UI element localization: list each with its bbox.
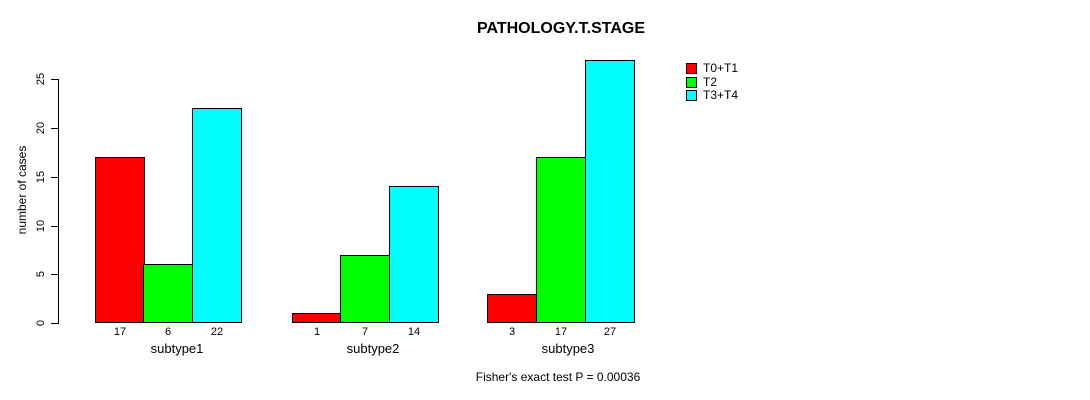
bar-t3-t4-subtype2 [389, 186, 439, 323]
legend: T0+T1 T2 T3+T4 [686, 62, 738, 103]
legend-item-t3-t4: T3+T4 [686, 89, 738, 103]
y-tick-label: 0 [35, 319, 47, 327]
bar-value-label: 27 [603, 326, 617, 338]
stat-annotation: Fisher's exact test P = 0.00036 [475, 370, 641, 384]
y-tick-label: 20 [35, 121, 47, 135]
y-tick-mark [51, 79, 58, 80]
legend-item-t2: T2 [686, 74, 738, 90]
bar-t3-t4-subtype3 [585, 60, 635, 323]
y-axis-line [58, 79, 59, 324]
bar-value-label: 14 [407, 326, 421, 338]
bar-value-label: 22 [210, 326, 224, 338]
bar-value-label: 3 [508, 326, 516, 338]
y-axis-label: number of cases [15, 145, 29, 235]
y-tick-mark [51, 177, 58, 178]
bar-value-label: 1 [313, 326, 321, 338]
bar-value-label: 17 [113, 326, 127, 338]
y-tick-label: 10 [35, 219, 47, 233]
legend-label: T3+T4 [703, 88, 739, 103]
bar-t2-subtype3 [536, 157, 586, 323]
bar-t0-t1-subtype2 [292, 313, 342, 323]
y-tick-label: 15 [35, 170, 47, 184]
bar-value-label: 6 [164, 326, 172, 338]
bar-value-label: 7 [361, 326, 369, 338]
x-category-label-subtype1: subtype1 [150, 341, 204, 356]
legend-swatch-t3-t4 [686, 90, 697, 102]
bar-t0-t1-subtype3 [487, 294, 537, 323]
legend-label: T2 [703, 74, 718, 89]
y-tick-mark [51, 226, 58, 227]
x-category-label-subtype3: subtype3 [541, 341, 595, 356]
y-tick-mark [51, 274, 58, 275]
y-tick-mark [51, 128, 58, 129]
legend-item-t0-t1: T0+T1 [686, 62, 738, 76]
bar-t2-subtype1 [143, 264, 193, 323]
legend-label: T0+T1 [703, 61, 739, 76]
x-category-label-subtype2: subtype2 [346, 341, 400, 356]
bar-value-label: 17 [554, 326, 568, 338]
legend-swatch-t0-t1 [686, 63, 697, 75]
bar-t3-t4-subtype1 [192, 108, 242, 323]
bar-t0-t1-subtype1 [95, 157, 145, 323]
y-tick-label: 5 [35, 270, 47, 278]
bar-t2-subtype2 [340, 255, 390, 323]
y-tick-mark [51, 323, 58, 324]
legend-swatch-t2 [686, 76, 697, 88]
chart-title: PATHOLOGY.T.STAGE [476, 20, 646, 37]
y-tick-label: 25 [35, 72, 47, 86]
